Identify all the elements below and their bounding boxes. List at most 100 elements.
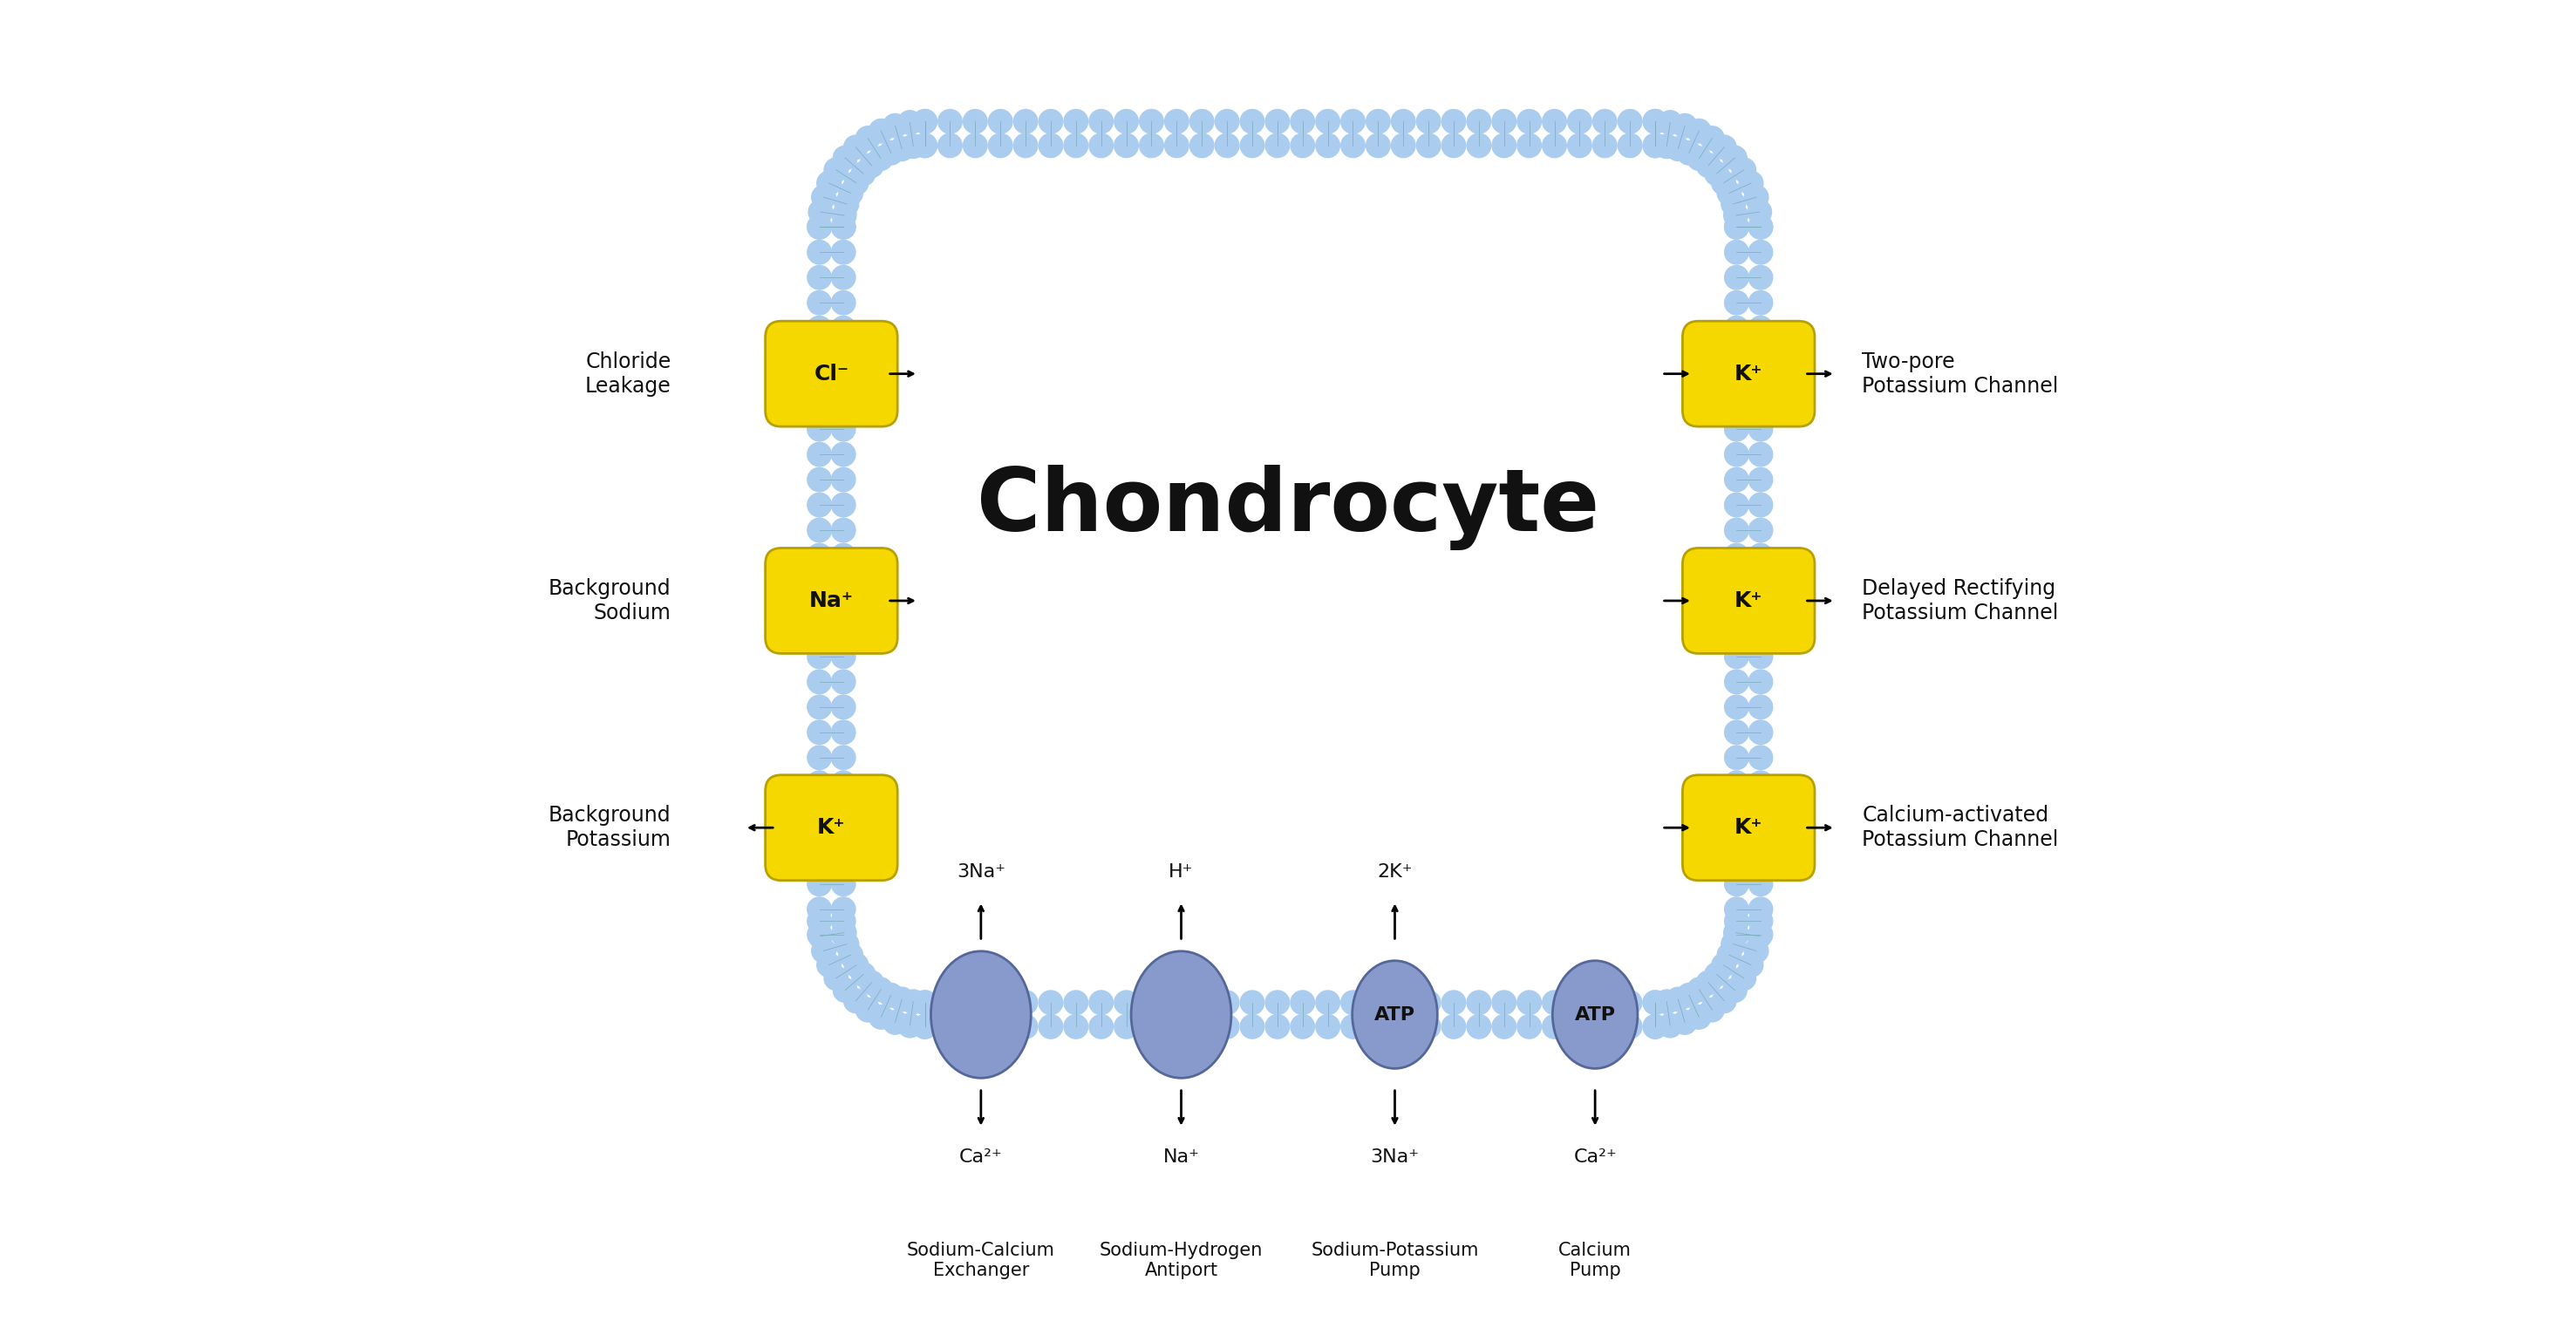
Circle shape <box>806 417 832 441</box>
Circle shape <box>1723 821 1749 845</box>
Circle shape <box>1216 1015 1239 1039</box>
Circle shape <box>1164 109 1188 134</box>
Circle shape <box>868 1005 894 1029</box>
Circle shape <box>832 518 855 542</box>
Circle shape <box>1139 991 1164 1015</box>
Circle shape <box>860 154 884 178</box>
Circle shape <box>811 939 835 963</box>
Circle shape <box>1569 134 1592 158</box>
Circle shape <box>1749 215 1772 239</box>
Circle shape <box>832 203 855 227</box>
Circle shape <box>1265 109 1291 134</box>
Circle shape <box>1749 670 1772 694</box>
Circle shape <box>806 467 832 491</box>
Circle shape <box>1667 136 1690 160</box>
Circle shape <box>1365 109 1391 134</box>
Circle shape <box>1723 518 1749 542</box>
Circle shape <box>1687 1005 1710 1029</box>
Circle shape <box>1216 109 1239 134</box>
Circle shape <box>1543 134 1566 158</box>
Circle shape <box>878 142 904 166</box>
Circle shape <box>1698 154 1721 178</box>
Circle shape <box>806 543 832 567</box>
Circle shape <box>1749 846 1772 870</box>
Circle shape <box>1749 569 1772 593</box>
Circle shape <box>1723 316 1749 340</box>
Circle shape <box>1749 745 1772 769</box>
Circle shape <box>1417 134 1440 158</box>
Text: Two-pore
Potassium Channel: Two-pore Potassium Channel <box>1862 351 2058 396</box>
Circle shape <box>806 821 832 845</box>
FancyBboxPatch shape <box>765 547 896 653</box>
Circle shape <box>824 158 848 182</box>
Circle shape <box>1492 134 1517 158</box>
Circle shape <box>1659 111 1682 135</box>
Circle shape <box>832 543 855 567</box>
Circle shape <box>1749 619 1772 643</box>
Circle shape <box>1723 417 1749 441</box>
Circle shape <box>806 872 832 896</box>
Circle shape <box>1239 109 1265 134</box>
Circle shape <box>845 953 868 977</box>
Circle shape <box>1723 846 1749 870</box>
Circle shape <box>1569 991 1592 1015</box>
Circle shape <box>1723 442 1749 466</box>
Circle shape <box>1164 991 1188 1015</box>
Circle shape <box>1643 109 1667 134</box>
Circle shape <box>1342 991 1365 1015</box>
Circle shape <box>1064 134 1087 158</box>
Circle shape <box>845 171 868 195</box>
Circle shape <box>817 171 840 195</box>
Circle shape <box>1265 134 1291 158</box>
Circle shape <box>832 696 855 720</box>
Text: K⁺: K⁺ <box>1734 363 1762 384</box>
Circle shape <box>1749 770 1772 794</box>
Circle shape <box>1723 921 1747 945</box>
Circle shape <box>878 983 904 1007</box>
Circle shape <box>860 971 884 995</box>
Circle shape <box>1265 991 1291 1015</box>
Circle shape <box>1723 392 1749 417</box>
Circle shape <box>832 796 855 820</box>
Circle shape <box>832 897 855 921</box>
Circle shape <box>1569 1015 1592 1039</box>
Circle shape <box>806 846 832 870</box>
Circle shape <box>832 569 855 593</box>
Circle shape <box>1164 134 1188 158</box>
Circle shape <box>1592 991 1618 1015</box>
Circle shape <box>912 134 938 158</box>
Circle shape <box>1139 134 1164 158</box>
Circle shape <box>1672 113 1698 138</box>
Circle shape <box>1592 1015 1618 1039</box>
Circle shape <box>832 670 855 694</box>
Text: Cl⁻: Cl⁻ <box>814 363 850 384</box>
Circle shape <box>1747 200 1772 224</box>
Circle shape <box>1723 266 1749 290</box>
Circle shape <box>899 111 922 135</box>
Circle shape <box>1723 696 1749 720</box>
Text: Background
Sodium: Background Sodium <box>549 578 672 623</box>
Circle shape <box>806 670 832 694</box>
Circle shape <box>1316 991 1340 1015</box>
Circle shape <box>806 493 832 517</box>
Circle shape <box>1654 135 1680 159</box>
Circle shape <box>1723 467 1749 491</box>
Circle shape <box>832 721 855 745</box>
Circle shape <box>832 442 855 466</box>
Circle shape <box>899 1013 922 1037</box>
Circle shape <box>1643 1015 1667 1039</box>
Circle shape <box>938 134 961 158</box>
Circle shape <box>1417 109 1440 134</box>
FancyBboxPatch shape <box>1682 547 1814 653</box>
Circle shape <box>1316 1015 1340 1039</box>
Circle shape <box>1115 1015 1139 1039</box>
Circle shape <box>832 291 855 315</box>
Circle shape <box>1723 922 1749 947</box>
Circle shape <box>806 342 832 366</box>
Circle shape <box>963 1015 987 1039</box>
Circle shape <box>1517 1015 1540 1039</box>
Circle shape <box>1443 991 1466 1015</box>
Circle shape <box>1723 670 1749 694</box>
Circle shape <box>1700 997 1723 1021</box>
Circle shape <box>1164 1015 1188 1039</box>
